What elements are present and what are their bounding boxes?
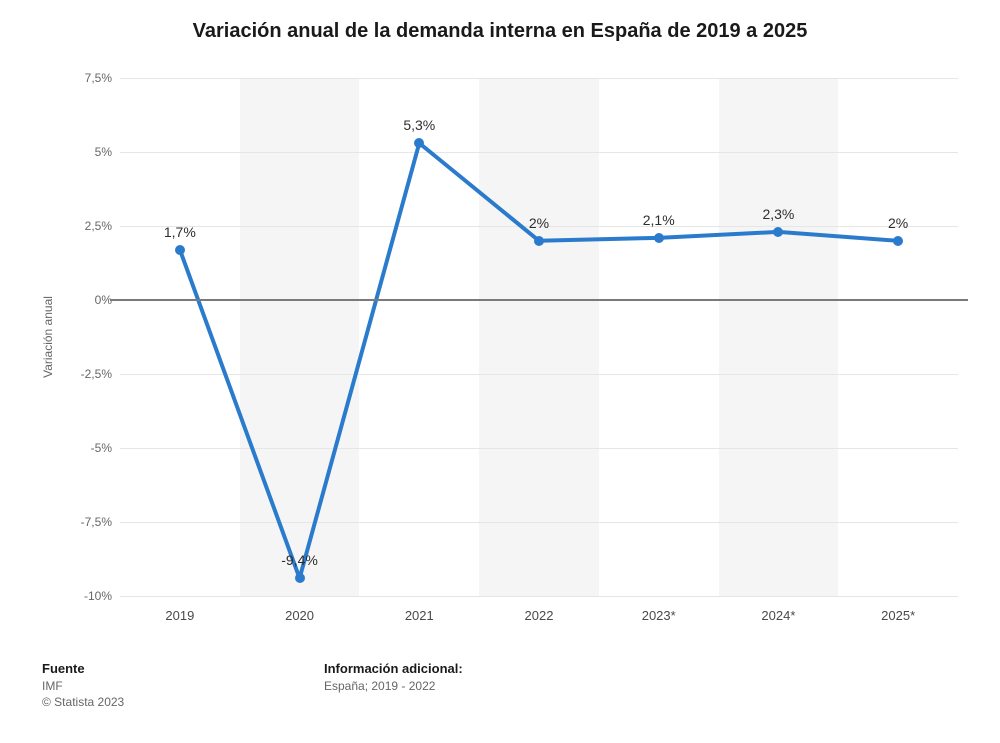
footer-source: Fuente IMF © Statista 2023: [42, 660, 124, 710]
y-tick-label: -5%: [91, 441, 120, 455]
series-line: [120, 78, 958, 596]
plot-area: -10%-7,5%-5%-2,5%0%2,5%5%7,5%20192020202…: [120, 78, 958, 596]
x-tick-label: 2021: [405, 596, 434, 623]
x-tick-label: 2019: [165, 596, 194, 623]
footer-additional-line1: España; 2019 - 2022: [324, 678, 463, 694]
y-tick-label: -7,5%: [81, 515, 120, 529]
x-tick-label: 2025*: [881, 596, 915, 623]
y-tick-label: -2,5%: [81, 367, 120, 381]
data-label: 1,7%: [164, 224, 196, 240]
data-label: 2%: [888, 215, 908, 231]
x-tick-label: 2023*: [642, 596, 676, 623]
y-tick-label: -10%: [84, 589, 120, 603]
zero-line: [110, 299, 968, 301]
data-point: [773, 227, 783, 237]
data-point: [414, 138, 424, 148]
data-label: 2,3%: [762, 206, 794, 222]
footer-source-line2: © Statista 2023: [42, 694, 124, 710]
x-tick-label: 2022: [525, 596, 554, 623]
data-label: -9,4%: [281, 552, 318, 568]
data-label: 2,1%: [643, 212, 675, 228]
data-point: [534, 236, 544, 246]
footer-additional: Información adicional: España; 2019 - 20…: [324, 660, 463, 694]
footer-source-heading: Fuente: [42, 660, 124, 678]
chart-title: Variación anual de la demanda interna en…: [0, 20, 1000, 43]
data-label: 5,3%: [403, 117, 435, 133]
data-point: [295, 573, 305, 583]
data-point: [893, 236, 903, 246]
data-point: [654, 233, 664, 243]
x-tick-label: 2020: [285, 596, 314, 623]
data-label: 2%: [529, 215, 549, 231]
y-axis-title: Variación anual: [41, 296, 55, 378]
x-tick-label: 2024*: [761, 596, 795, 623]
y-tick-label: 7,5%: [85, 71, 120, 85]
y-tick-label: 2,5%: [85, 219, 120, 233]
y-tick-label: 5%: [95, 145, 120, 159]
footer-source-line1: IMF: [42, 678, 124, 694]
data-point: [175, 245, 185, 255]
footer-additional-heading: Información adicional:: [324, 660, 463, 678]
